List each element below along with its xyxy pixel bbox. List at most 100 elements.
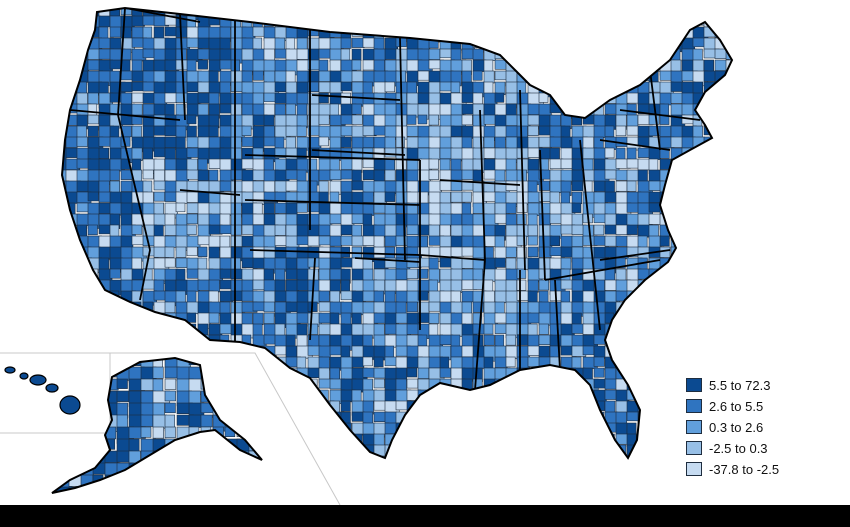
county-cell: [725, 92, 732, 105]
county-cell: [230, 411, 243, 423]
county-cell: [92, 358, 110, 370]
county-cell: [65, 422, 79, 433]
county-cell: [670, 8, 685, 17]
county-cell: [626, 26, 637, 40]
county-cell: [230, 224, 242, 236]
county-cell: [417, 433, 432, 449]
county-cell: [461, 15, 472, 26]
county-cell: [65, 301, 78, 313]
county-cell: [538, 48, 551, 59]
county-cell: [340, 81, 352, 92]
county-cell: [472, 48, 484, 61]
county-cell: [648, 400, 661, 416]
county-cell: [131, 257, 142, 270]
county-cell: [417, 147, 431, 161]
state-border: [544, 259, 661, 281]
county-cell: [164, 390, 176, 402]
county-cell: [252, 411, 264, 422]
county-cell: [737, 203, 752, 212]
county-cell: [104, 358, 120, 367]
county-cell: [615, 59, 630, 70]
county-cell: [637, 37, 648, 49]
county-cell: [527, 8, 538, 21]
county-cell: [637, 367, 651, 382]
county-cell: [296, 202, 308, 213]
county-cell: [450, 411, 464, 425]
county-cell: [285, 37, 296, 51]
county-cell: [615, 26, 630, 42]
county-cell: [670, 334, 682, 347]
county-cell: [670, 455, 686, 458]
county-cell: [406, 268, 418, 280]
county-cell: [703, 191, 715, 205]
county-cell: [637, 8, 654, 19]
county-cell: [560, 422, 575, 436]
county-cell: [571, 81, 586, 92]
county-cell: [737, 93, 749, 106]
county-cell: [615, 323, 631, 340]
county-cell: [188, 462, 200, 474]
county-cell: [527, 15, 540, 29]
county-cell: [76, 345, 90, 359]
county-cell: [152, 414, 168, 429]
county-cell: [714, 246, 730, 257]
state-border: [479, 109, 486, 261]
county-cell: [648, 15, 661, 30]
county-cell: [737, 225, 749, 235]
county-cell: [703, 158, 720, 171]
county-cell: [351, 70, 365, 82]
county-cell: [65, 26, 77, 40]
county-cell: [384, 356, 397, 367]
county-cell: [516, 202, 528, 213]
county-cell: [208, 378, 219, 394]
county-cell: [703, 323, 719, 337]
county-cell: [76, 180, 90, 192]
state-border: [619, 109, 701, 121]
county-cell: [395, 8, 408, 17]
county-cell: [604, 26, 615, 41]
county-cell: [120, 81, 133, 93]
county-cell: [461, 378, 473, 395]
county-cell: [87, 389, 100, 405]
county-cell: [725, 257, 732, 269]
county-cell: [241, 125, 252, 137]
county-cell: [153, 224, 164, 237]
county-cell: [224, 462, 243, 480]
county-cell: [714, 81, 726, 96]
county-cell: [52, 390, 58, 404]
county-cell: [65, 279, 78, 290]
county-cell: [483, 26, 500, 39]
county-cell: [65, 257, 82, 272]
county-cell: [116, 378, 128, 389]
county-cell: [263, 444, 276, 455]
county-cell: [615, 15, 629, 30]
county-cell: [241, 422, 253, 434]
county-cell: [200, 486, 213, 493]
county-cell: [109, 356, 123, 367]
county-cell: [131, 235, 144, 246]
county-cell: [56, 358, 72, 366]
county-cell: [725, 213, 732, 230]
county-cell: [142, 125, 155, 138]
county-cell: [714, 257, 729, 273]
county-cell: [76, 26, 88, 40]
county-cell: [164, 323, 181, 336]
county-cell: [248, 462, 260, 477]
county-cell: [703, 356, 718, 373]
hawaii-island: [19, 372, 29, 380]
county-cell: [296, 37, 308, 51]
county-cell: [224, 402, 240, 413]
county-cell: [681, 268, 695, 285]
county-cell: [439, 400, 454, 411]
county-cell: [417, 455, 434, 458]
county-cell: [692, 169, 709, 184]
county-cell: [224, 366, 242, 378]
county-cell: [703, 92, 716, 103]
county-cell: [461, 136, 473, 149]
county-cell: [65, 455, 80, 458]
county-cell: [164, 378, 177, 390]
county-cell: [175, 334, 186, 347]
county-cell: [549, 422, 562, 434]
county-cell: [186, 444, 198, 456]
county-cell: [703, 279, 720, 290]
